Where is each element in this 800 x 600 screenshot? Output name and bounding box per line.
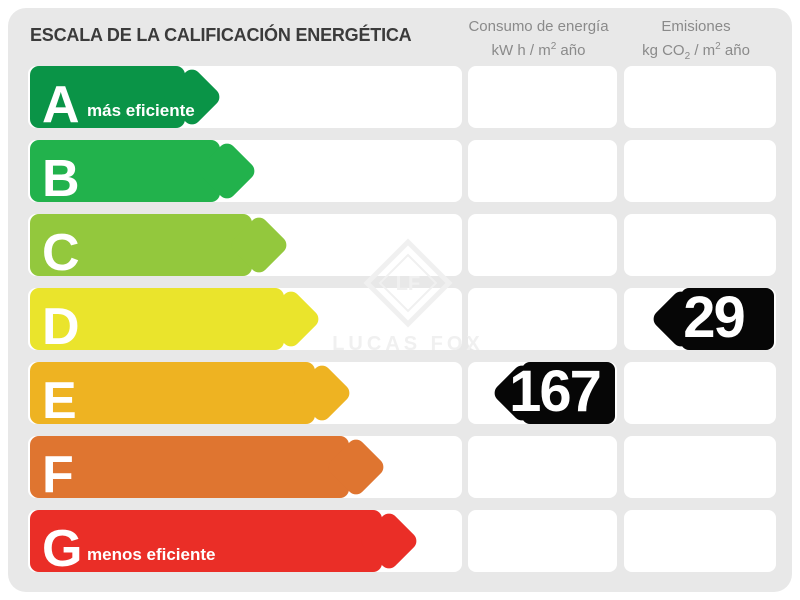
emisiones-cell	[624, 436, 776, 498]
lucasfox-watermark-icon: LF LUCAS FOX	[332, 238, 484, 355]
unit-text: / m	[690, 42, 716, 59]
row-track: G menos eficiente	[28, 510, 462, 578]
unit-text: kg CO	[642, 42, 685, 59]
consumo-cell: 167	[468, 362, 617, 424]
emisiones-cell	[624, 66, 776, 128]
column-header-emisiones: Emisiones kg CO2 / m2 año	[616, 17, 776, 67]
rating-row-g: G menos eficiente	[28, 510, 776, 578]
rating-row-a: A más eficiente	[28, 66, 776, 134]
consumo-column-title: Consumo de energía	[468, 18, 609, 35]
rating-arrow-e: E	[30, 362, 315, 430]
consumo-value-badge: 167	[509, 362, 615, 424]
row-track: C	[28, 214, 462, 282]
consumo-cell	[468, 510, 617, 572]
consumo-column-unit: kW h / m2 año	[460, 37, 617, 61]
rating-arrow-a: A más eficiente	[30, 66, 195, 134]
row-track: E	[28, 362, 462, 430]
consumo-cell	[468, 214, 617, 276]
rating-letter: B	[42, 150, 80, 208]
consumo-cell	[468, 436, 617, 498]
emisiones-value-badge: 29	[681, 288, 774, 350]
unit-superscript: 2	[550, 41, 557, 52]
emisiones-cell	[624, 214, 776, 276]
emisiones-cell	[624, 140, 776, 202]
rating-row-f: F	[28, 436, 776, 504]
rating-letter: A	[42, 76, 80, 134]
emisiones-value: 29	[683, 284, 746, 350]
efficiency-note: más eficiente	[87, 101, 195, 120]
rating-letter: D	[42, 298, 80, 356]
rating-arrow-g: G menos eficiente	[30, 510, 382, 578]
page-title: ESCALA DE LA CALIFICACIÓN ENERGÉTICA	[30, 25, 412, 45]
rating-arrow-c: C	[30, 214, 252, 282]
rating-letter: F	[42, 446, 74, 504]
rating-letter: E	[42, 372, 77, 430]
emisiones-cell	[624, 362, 776, 424]
rating-letter: C	[42, 224, 80, 282]
unit-text: año	[720, 42, 750, 59]
emisiones-column-title: Emisiones	[661, 18, 731, 35]
efficiency-note: menos eficiente	[87, 545, 216, 564]
emisiones-cell: 29	[624, 288, 776, 350]
rating-arrow-f: F	[30, 436, 349, 504]
rating-row-d: D 29	[28, 288, 776, 356]
rating-arrow-d: D	[30, 288, 284, 356]
rating-letter: G	[42, 520, 83, 578]
watermark-monogram: LF	[396, 273, 420, 295]
consumo-cell	[468, 288, 617, 350]
column-header-consumo: Consumo de energía kW h / m2 año	[460, 17, 617, 61]
consumo-cell	[468, 66, 617, 128]
row-track: D	[28, 288, 462, 356]
unit-superscript: 2	[715, 41, 721, 52]
energy-certificate-panel: ESCALA DE LA CALIFICACIÓN ENERGÉTICA Con…	[8, 8, 792, 592]
consumo-cell	[468, 140, 617, 202]
emisiones-cell	[624, 510, 776, 572]
emisiones-column-unit: kg CO2 / m2 año	[616, 37, 776, 67]
rating-row-e: E 167	[28, 362, 776, 430]
unit-text: kW h / m	[491, 42, 551, 59]
rating-row-c: C	[28, 214, 776, 282]
row-track: A más eficiente	[28, 66, 462, 134]
unit-subscript: 2	[684, 51, 691, 62]
consumo-value: 167	[509, 358, 602, 424]
unit-text: año	[556, 42, 586, 59]
rating-row-b: B	[28, 140, 776, 208]
row-track: F	[28, 436, 462, 504]
watermark-brand: LUCAS FOX	[332, 333, 484, 355]
rating-arrow-b: B	[30, 140, 220, 208]
rating-rows: A más eficiente B C	[28, 66, 776, 584]
row-track: B	[28, 140, 462, 208]
